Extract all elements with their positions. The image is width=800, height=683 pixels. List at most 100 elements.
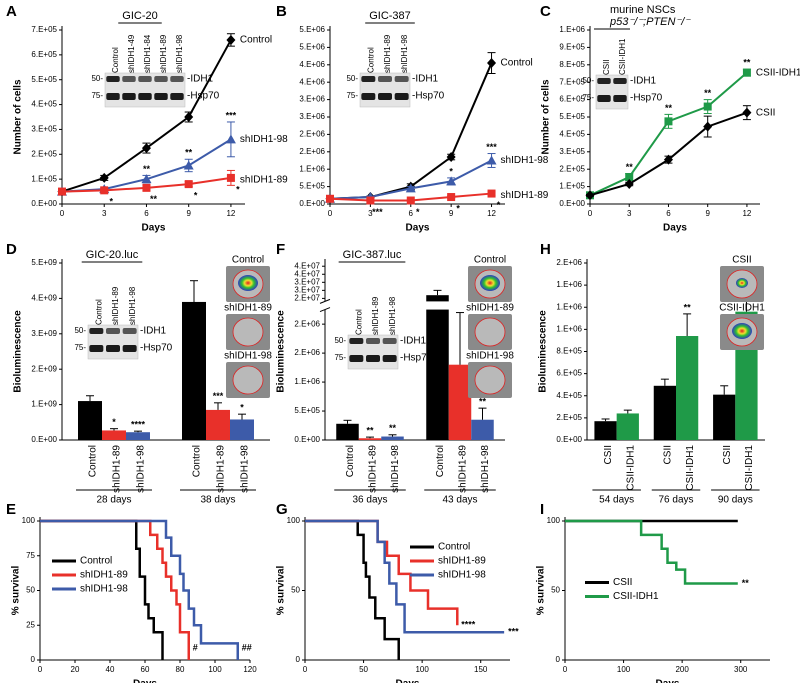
y-tick-label: 0.E+00 xyxy=(556,435,582,444)
blot-band-label: -Hsp70 xyxy=(400,353,433,364)
legend-label: shIDH1-89 xyxy=(438,556,486,567)
x-tick-label: 100 xyxy=(617,665,631,674)
blot-marker: 50- xyxy=(91,74,103,83)
y-tick-label: 1.E+06 xyxy=(559,25,585,34)
image-label: Control xyxy=(474,255,506,266)
y-tick-label: 0.E+00 xyxy=(31,199,57,208)
signal-blob xyxy=(736,278,748,288)
x-tick-label: 80 xyxy=(176,665,185,674)
x-tick-label: 60 xyxy=(141,665,150,674)
blot-marker: 75- xyxy=(582,93,594,102)
blot-band xyxy=(378,76,392,82)
bar-label: Control xyxy=(192,445,203,477)
blot-lane-label: shIDH1-89 xyxy=(159,34,168,73)
y-tick-label: 0.E+00 xyxy=(299,199,325,208)
y-tick-label: 5.E+05 xyxy=(31,75,57,84)
end-label: ** xyxy=(742,578,750,588)
blot-band xyxy=(122,76,136,82)
blot-band xyxy=(106,76,120,82)
series-label: shIDH1-89 xyxy=(240,175,288,186)
x-tick-label: 9 xyxy=(705,209,710,218)
blot-lane-label: CSII-IDH1 xyxy=(618,38,627,75)
y-tick-label: 4.E+05 xyxy=(31,100,57,109)
image-label: shIDH1-98 xyxy=(466,351,514,362)
point xyxy=(141,143,151,154)
bar xyxy=(676,336,699,440)
blot-band xyxy=(122,345,137,352)
bar xyxy=(713,394,736,440)
x-tick-label: 100 xyxy=(208,665,222,674)
panel-title: GIC-20.luc xyxy=(86,249,139,261)
y-tick-label: 6.E+05 xyxy=(559,95,585,104)
signal-blob xyxy=(480,275,500,291)
blot-lane-label: shIDH1-98 xyxy=(400,34,409,73)
y-tick-label: 5.E+05 xyxy=(294,406,320,415)
blot-band xyxy=(394,93,409,100)
legend-label: CSII-IDH1 xyxy=(613,591,659,602)
y-tick-label: 1.E+05 xyxy=(31,174,57,183)
blot-band xyxy=(366,355,380,362)
blot-band xyxy=(170,93,184,100)
significance: ** xyxy=(366,425,374,435)
y-tick-label: 5.E+05 xyxy=(559,112,585,121)
y-tick-label: 5.E+09 xyxy=(31,258,57,267)
blot-marker: 75- xyxy=(74,343,86,352)
y-tick-label: 6.E+05 xyxy=(31,50,57,59)
point xyxy=(742,68,751,77)
y-tick-label: 100 xyxy=(547,516,561,525)
point xyxy=(663,154,673,165)
y-tick-label: 4.E+05 xyxy=(556,391,582,400)
blot-band xyxy=(106,345,120,352)
point xyxy=(624,178,634,189)
blot-band-label: -IDH1 xyxy=(412,74,439,85)
point xyxy=(703,102,712,111)
y-tick-label: 100 xyxy=(22,516,36,525)
y-tick-label: 0.E+00 xyxy=(31,435,57,444)
bar-label: shIDH1-98 xyxy=(480,445,491,493)
significance: ** xyxy=(704,88,712,98)
y-tick-label: 3.E+05 xyxy=(31,125,57,134)
blot-band xyxy=(89,328,104,334)
significance: * xyxy=(109,197,113,207)
signal-blob xyxy=(732,323,752,339)
point xyxy=(405,183,416,193)
bar xyxy=(653,385,676,440)
panel-subtitle: p53⁻/⁻;PTEN⁻/⁻ xyxy=(609,16,691,28)
y-tick-label: 5.E+06 xyxy=(299,43,325,52)
point xyxy=(183,160,194,170)
bar-label: Control xyxy=(435,445,446,477)
blot-marker: 75- xyxy=(91,91,103,100)
point xyxy=(664,117,673,126)
x-axis-label: Days xyxy=(142,223,166,234)
blot-band xyxy=(382,355,397,362)
y-tick-label: 3.E+09 xyxy=(31,329,57,338)
bar-label: Control xyxy=(345,445,356,477)
y-tick-label: 1.E+06 xyxy=(556,302,582,311)
blot-marker: 50- xyxy=(582,76,594,85)
y-tick-label: 2.E+05 xyxy=(556,413,582,422)
point xyxy=(326,194,334,203)
y-tick-label: 4.E+07 xyxy=(294,261,320,270)
x-tick-label: 12 xyxy=(226,209,235,218)
bar xyxy=(616,413,639,440)
significance: ** xyxy=(479,397,487,407)
point xyxy=(184,180,193,189)
blot-band xyxy=(138,76,152,82)
y-tick-label: 3.E+07 xyxy=(294,285,320,294)
point xyxy=(585,190,595,201)
y-tick-label: 1.E+06 xyxy=(294,377,320,386)
x-tick-label: 9 xyxy=(186,209,191,218)
survival-curve xyxy=(40,519,190,660)
y-tick-label: 4.E+06 xyxy=(299,77,325,86)
point xyxy=(742,107,752,118)
survival-curve xyxy=(305,519,505,634)
significance: * xyxy=(497,200,501,210)
y-tick-label: 0.E+00 xyxy=(559,199,585,208)
y-tick-label: 5.E+05 xyxy=(299,182,325,191)
significance: *** xyxy=(213,391,224,401)
bar-label: Control xyxy=(88,445,99,477)
blot-lane-label: shIDH1-89 xyxy=(383,34,392,73)
x-tick-label: 3 xyxy=(627,209,632,218)
x-tick-label: 3 xyxy=(368,209,373,218)
